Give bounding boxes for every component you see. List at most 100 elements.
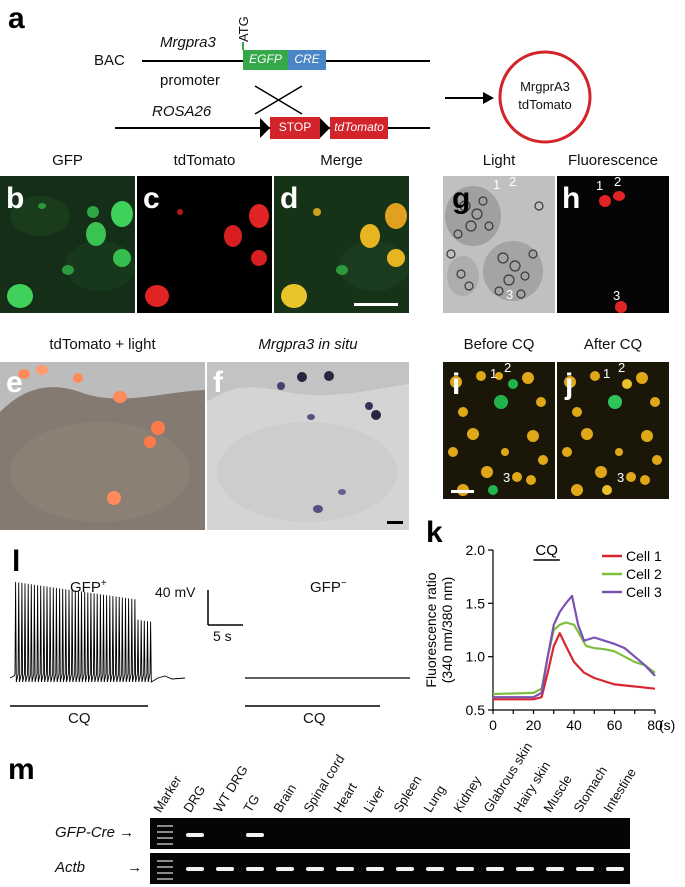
gfp-pos-sup: + [100, 578, 107, 589]
h-cell-2: 2 [614, 174, 622, 189]
series-line-2 [492, 621, 656, 696]
actb-band [576, 867, 594, 871]
gfp-pos-text: GFP [70, 579, 101, 596]
marker-band [157, 872, 173, 875]
y-tick-label: 0.5 [466, 702, 486, 718]
actb-band [186, 867, 204, 871]
lane-label: Heart [330, 780, 360, 815]
panel-j-after-cq-image [557, 362, 669, 499]
actb-band [336, 867, 354, 871]
construct-diagram [115, 42, 592, 144]
panel-e-tdtomato-light-image [0, 362, 205, 530]
cq-stimulus-label: CQ [535, 542, 558, 559]
row-label-actb: Actb → [55, 859, 142, 876]
marker-band [157, 824, 173, 827]
title-fluorescence: Fluorescence [567, 152, 659, 169]
y-axis-label-unit: (340 nm/380 nm) [439, 577, 455, 684]
chart-series [492, 594, 656, 701]
trace-gfp-pos-label: GFP+ [70, 578, 107, 596]
g-cell-2: 2 [509, 174, 517, 189]
marker-band [157, 859, 173, 862]
panel-label-b: b [6, 182, 25, 215]
h-cell-3: 3 [613, 288, 621, 303]
actb-band [246, 867, 264, 871]
j-cell-2: 2 [618, 360, 626, 375]
cq-label-neg: CQ [303, 710, 326, 727]
trace-gfp-neg-label: GFP− [310, 578, 347, 596]
loxp-1 [260, 118, 270, 138]
legend-label-1: Cell 1 [626, 548, 662, 564]
title-before-cq: Before CQ [463, 336, 535, 353]
title-tdtomato: tdTomato [173, 152, 236, 169]
panel-label-e: e [6, 366, 23, 399]
j-cell-1: 1 [603, 366, 611, 381]
gfp-neg-sup: − [340, 578, 347, 589]
actb-band [606, 867, 624, 871]
chart-legend: Cell 1 Cell 2 Cell 3 [602, 548, 662, 600]
scale-time-label: 5 s [213, 628, 232, 644]
panel-label-j: j [565, 368, 574, 401]
row-label-actb-text: Actb [55, 859, 86, 876]
panel-label-m: m [8, 753, 35, 786]
scale-voltage-label: 40 mV [155, 584, 196, 600]
x-tick-label: 40 [566, 717, 582, 733]
y-tick-label: 1.5 [466, 595, 486, 611]
row-label-gfp-cre: GFP-Cre → [55, 824, 134, 841]
x-tick-label: 80 [647, 717, 663, 733]
i-cell-1: 1 [490, 366, 498, 381]
bac-label: BAC [94, 52, 125, 69]
j-cell-3: 3 [617, 470, 625, 485]
stop-label: STOP [278, 120, 312, 134]
gfp-neg-text: GFP [310, 579, 341, 596]
lane-label: TG [240, 791, 263, 815]
marker-band [157, 878, 173, 881]
cross-line-2 [254, 85, 303, 115]
y-tick-label: 2.0 [466, 542, 486, 558]
g-cell-1: 1 [493, 177, 501, 192]
series-line-1 [493, 632, 656, 701]
series-line-3 [493, 594, 656, 699]
actb-band [456, 867, 474, 871]
egfp-box [243, 50, 288, 70]
loxp-2 [320, 118, 330, 138]
result-label: MrgprA3 tdTomato [500, 78, 590, 114]
rosa26-label: ROSA26 [152, 103, 212, 120]
scale-bar-f [387, 521, 403, 524]
actb-band [396, 867, 414, 871]
y-axis-label: Fluorescence ratio [423, 572, 439, 687]
legend-label-2: Cell 2 [626, 566, 662, 582]
i-cell-2: 2 [504, 360, 512, 375]
cre-label: CRE [294, 52, 320, 66]
marker-band [157, 865, 173, 868]
panel-c-tdtomato-image [137, 176, 272, 313]
panel-d-merge-image [274, 176, 409, 313]
panel-label-c: c [143, 182, 160, 215]
panel-i-before-cq-image [443, 362, 555, 499]
lane-label: Brain [270, 781, 300, 815]
actb-band [306, 867, 324, 871]
spike-train-path [9, 581, 186, 683]
actb-band [546, 867, 564, 871]
chart-axes: 0.5 1.0 1.5 2.0 0 20 40 60 80(s) Fluorescence rat… [423, 542, 675, 733]
i-cell-3: 3 [503, 470, 511, 485]
stop-box [270, 117, 320, 139]
tdtomato-box [330, 117, 388, 139]
panel-b-gfp-image [0, 176, 135, 313]
g-cell-3: 3 [506, 287, 514, 302]
actb-band [426, 867, 444, 871]
panel-f-in-situ-image [207, 362, 409, 530]
gel-row-gfp-cre [150, 818, 630, 849]
panel-label-a: a [8, 2, 25, 35]
marker-band [157, 830, 173, 833]
panel-label-d: d [280, 182, 299, 215]
result-line-1: MrgprA3 [520, 79, 570, 94]
title-in-situ: Mrgpra3 in situ [258, 336, 358, 353]
panel-g-light-image [443, 176, 555, 313]
title-after-cq: After CQ [583, 336, 643, 353]
fluorescence-ratio-chart: 0.5 1.0 1.5 2.0 0 20 40 60 80(s) Fluorescence rat… [423, 542, 675, 733]
lane-label: Marker [150, 772, 185, 815]
title-tdtomato-light: tdTomato + light [49, 336, 156, 353]
tdtomato-box-label: tdTomato [334, 120, 384, 134]
lane-label: Lung [420, 782, 449, 815]
panel-label-g: g [452, 182, 471, 215]
